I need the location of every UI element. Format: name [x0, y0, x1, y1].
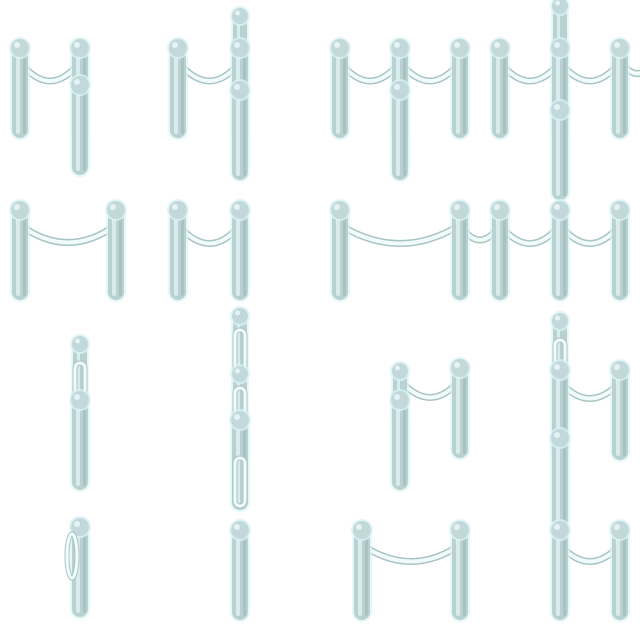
tile-straight-bottom [351, 519, 471, 622]
tile-multi-span [489, 199, 631, 302]
tile-vertical-short [69, 334, 91, 492]
tile-cross [489, 0, 640, 202]
tile-corner-left [9, 37, 91, 177]
tile-straight-bottom-right [549, 519, 631, 622]
tile-single-post [229, 519, 251, 622]
tile-vertical-long [229, 306, 251, 512]
tile-t-junction [329, 37, 471, 182]
tile-end-right-join [167, 199, 251, 302]
tile-corner-mid [389, 357, 471, 492]
tile-vertical-branch [549, 311, 631, 530]
tile-corner-right [167, 6, 251, 182]
tile-single-post-rope [64, 516, 91, 619]
tile-straight-wide [9, 199, 127, 302]
tile-long-span [329, 199, 504, 302]
